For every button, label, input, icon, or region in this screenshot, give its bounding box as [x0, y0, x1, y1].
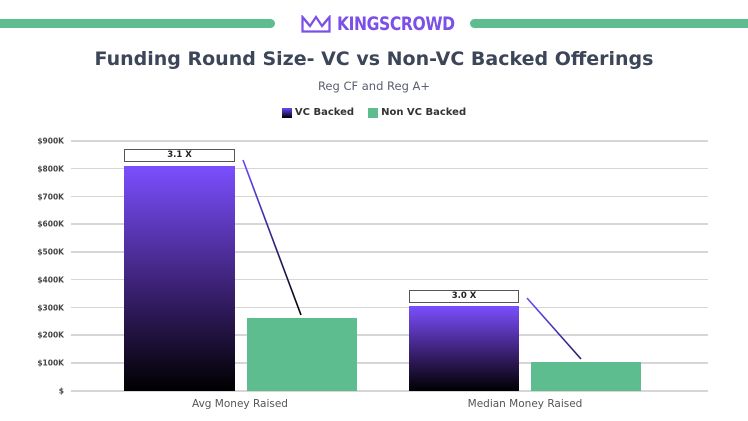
y-tick-label: $200K — [37, 330, 64, 340]
gridline — [71, 167, 708, 170]
bar-vc-median — [409, 306, 519, 391]
legend-label: VC Backed — [294, 107, 355, 118]
y-tick-label: $400K — [37, 275, 64, 285]
x-category-label: Avg Money Raised — [192, 398, 288, 410]
gridline — [71, 306, 708, 309]
gridline — [71, 278, 708, 281]
legend-item-non-vc-backed: Non VC Backed — [368, 107, 466, 118]
gridline — [71, 334, 708, 336]
chart-legend: VC Backed Non VC Backed — [0, 107, 748, 118]
header-accent-bar-left — [0, 19, 275, 28]
x-category-label: Median Money Raised — [467, 398, 583, 410]
header-accent-bar-right — [470, 19, 748, 28]
ratio-annotation-median: 3.0 X — [409, 290, 519, 303]
connector-line-median — [526, 297, 582, 360]
gridline — [71, 251, 708, 253]
legend-item-vc-backed: VC Backed — [281, 107, 355, 118]
chart-subtitle: Reg CF and Reg A+ — [317, 79, 431, 93]
legend-swatch-vc — [281, 107, 292, 118]
y-tick-label: $ — [58, 386, 64, 396]
crown-icon — [301, 15, 331, 33]
ratio-annotation-avg: 3.1 X — [124, 149, 235, 162]
gridline — [71, 223, 708, 225]
y-tick-label: $900K — [37, 136, 64, 146]
connector-line-avg — [242, 159, 302, 316]
gridline — [71, 195, 708, 198]
bar-vc-avg — [124, 166, 235, 391]
gridline — [71, 140, 708, 142]
y-tick-label: $500K — [37, 247, 64, 257]
y-tick-label: $100K — [37, 358, 64, 368]
y-tick-label: $600K — [37, 219, 64, 229]
y-tick-label: $300K — [37, 303, 64, 313]
y-tick-label: $700K — [37, 192, 64, 202]
gridline — [71, 362, 708, 364]
brand-logo: KINGSCROWD — [301, 12, 480, 36]
chart-title: Funding Round Size- VC vs Non-VC Backed … — [94, 48, 654, 70]
bar-nonvc-avg — [247, 318, 357, 391]
brand-name: KINGSCROWD — [337, 13, 455, 35]
legend-label: Non VC Backed — [381, 107, 467, 118]
y-tick-label: $800K — [37, 164, 64, 174]
legend-swatch-non-vc — [368, 107, 379, 118]
bar-nonvc-median — [531, 362, 641, 391]
gridline — [71, 390, 708, 392]
